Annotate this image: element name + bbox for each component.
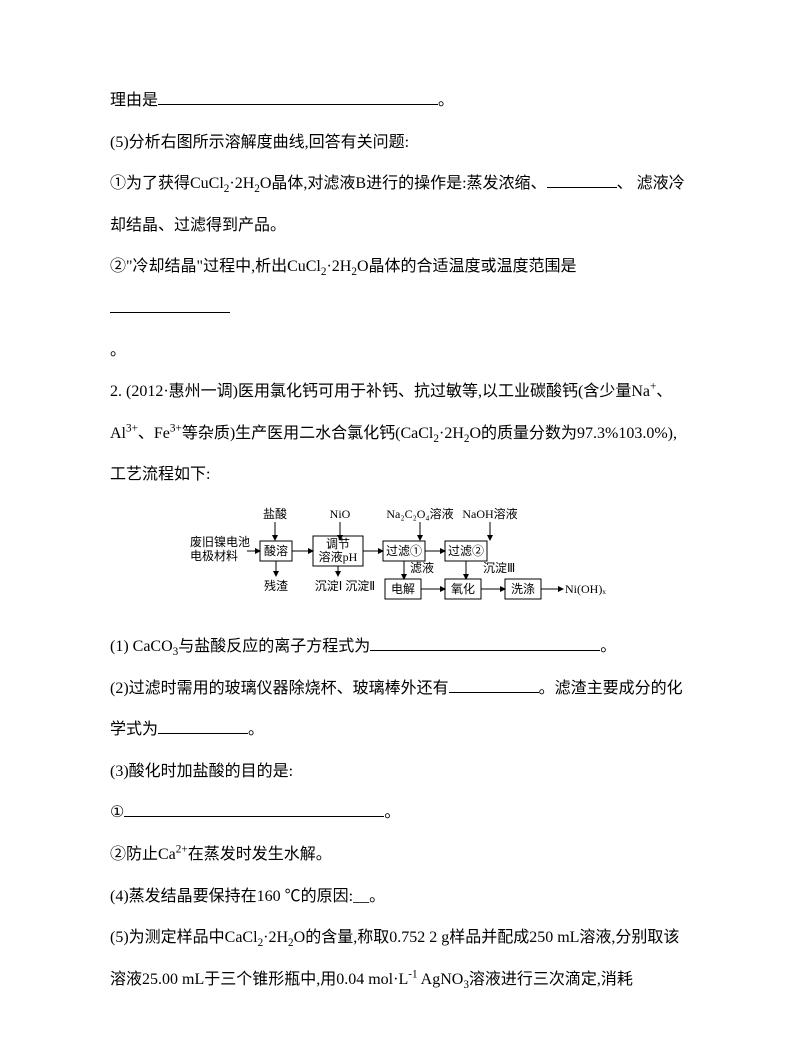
text: O晶体,对滤液B进行的操作是:蒸发浓缩、 [260, 175, 547, 192]
label-hcl: 盐酸 [263, 506, 287, 521]
label-na2c2o4: Na₂C₂O₄溶液 [386, 506, 453, 521]
text: (5)分析右图所示溶解度曲线,回答有关问题: [110, 134, 409, 151]
sup: 3+ [126, 422, 138, 434]
question-3: (3)酸化时加盐酸的目的是: [110, 751, 690, 793]
label-left1: 废旧镍电池 [190, 534, 250, 549]
box-ph1: 调节 [326, 537, 350, 551]
paragraph-reason: 理由是 。 [110, 80, 690, 122]
text: (1) CaCO [110, 638, 173, 655]
paragraph-q5-1: ①为了获得CuCl2·2H2O晶体,对滤液B进行的操作是:蒸发浓缩、、 滤液冷却… [110, 163, 690, 246]
process-flow-diagram: 盐酸 NiO Na₂C₂O₄溶液 NaOH溶液 废旧镍电池 电极材料 酸溶 调节… [185, 506, 615, 616]
blank [547, 171, 617, 188]
text: 2. (2012·惠州一调)医用氯化钙可用于补钙、抗过敏等,以工业碳酸钙(含少量… [110, 383, 650, 400]
box-filter1: 过滤① [386, 544, 422, 558]
blank-reason [158, 88, 438, 105]
blank [124, 800, 384, 817]
text: ① [110, 804, 124, 821]
text: 溶液进行三次滴定,消耗 [469, 971, 633, 988]
label-precip3: 沉淀Ⅲ [483, 561, 515, 575]
label-nio: NiO [330, 507, 351, 521]
text: 。 [384, 804, 400, 821]
text: 。 [600, 638, 616, 655]
text: 、Fe [138, 425, 170, 442]
text: ②防止Ca [110, 846, 176, 863]
text: ②"冷却结晶"过程中,析出CuCl [110, 258, 321, 275]
label-naoh: NaOH溶液 [462, 506, 517, 521]
text: 。 [438, 92, 454, 109]
blank [158, 717, 248, 734]
paragraph-q5-2: ②"冷却结晶"过程中,析出CuCl2·2H2O晶体的合适温度或温度范围是。 [110, 246, 690, 371]
text: 与盐酸反应的离子方程式为 [178, 638, 370, 655]
question-3-2: ②防止Ca2+在蒸发时发生水解。 [110, 834, 690, 876]
text: AgNO [418, 971, 464, 988]
text: ①为了获得CuCl [110, 175, 224, 192]
text: (2)过滤时需用的玻璃仪器除烧杯、玻璃棒外还有 [110, 680, 449, 697]
text: 。 [248, 721, 264, 738]
text: ·2H [439, 425, 464, 442]
box-electro: 电解 [391, 582, 415, 596]
blank [110, 296, 230, 313]
question-1: (1) CaCO3与盐酸反应的离子方程式为。 [110, 626, 690, 668]
text: (4)蒸发结晶要保持在160 ℃的原因:__。 [110, 888, 385, 905]
sup: 2+ [176, 844, 188, 856]
text: O晶体的合适温度或温度范围是 [357, 258, 577, 275]
question-2: (2)过滤时需用的玻璃仪器除烧杯、玻璃棒外还有。滤渣主要成分的化学式为。 [110, 668, 690, 751]
text: 在蒸发时发生水解。 [188, 846, 332, 863]
text: ·2H [229, 175, 254, 192]
text: (5)为测定样品中CaCl [110, 929, 258, 946]
box-wash: 洗涤 [511, 582, 535, 596]
paragraph-q5: (5)分析右图所示溶解度曲线,回答有关问题: [110, 122, 690, 164]
question-5: (5)为测定样品中CaCl2·2H2O的含量,称取0.752 2 g样品并配成2… [110, 917, 690, 1000]
text: (3)酸化时加盐酸的目的是: [110, 763, 293, 780]
sup: -1 [408, 968, 417, 980]
paragraph-problem2: 2. (2012·惠州一调)医用氯化钙可用于补钙、抗过敏等,以工业碳酸钙(含少量… [110, 371, 690, 496]
label-residue: 残渣 [264, 579, 288, 593]
text: 理由是 [110, 92, 158, 109]
label-precip12: 沉淀Ⅰ 沉淀Ⅱ [315, 579, 375, 593]
question-3-1: ①。 [110, 792, 690, 834]
box-filter2: 过滤② [448, 544, 484, 558]
text: 等杂质)生产医用二水合氯化钙(CaCl [182, 425, 434, 442]
box-acid: 酸溶 [264, 543, 288, 558]
blank [370, 634, 600, 651]
box-oxid: 氧化 [451, 582, 475, 596]
label-filtrate: 滤液 [410, 560, 434, 575]
sup: 3+ [170, 422, 182, 434]
label-left2: 电极材料 [190, 549, 238, 563]
blank [449, 676, 539, 693]
label-nioh: Ni(OH)ₓ [565, 582, 606, 596]
text: ·2H [326, 258, 351, 275]
box-ph2: 溶液pH [319, 549, 358, 564]
question-4: (4)蒸发结晶要保持在160 ℃的原因:__。 [110, 876, 690, 918]
text: 。 [110, 342, 126, 359]
text: ·2H [263, 929, 288, 946]
